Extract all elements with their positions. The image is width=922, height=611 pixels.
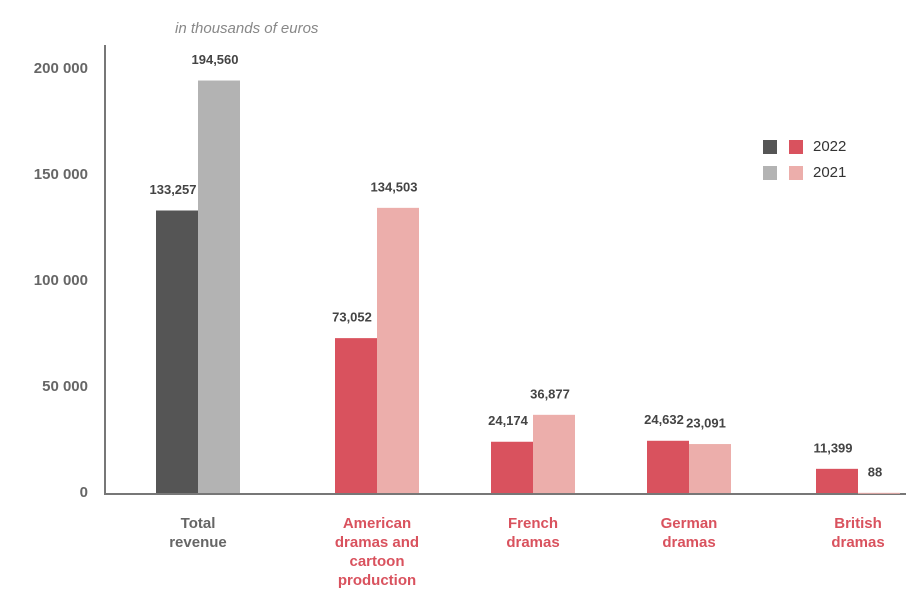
bar xyxy=(533,414,575,493)
y-tick-label: 100 000 xyxy=(34,272,88,289)
bar xyxy=(335,338,377,493)
legend-swatch xyxy=(763,166,777,180)
value-label: 24,174 xyxy=(488,413,529,428)
legend-swatch xyxy=(789,140,803,154)
y-tick-label: 0 xyxy=(80,484,88,501)
x-tick-label: Total revenue xyxy=(169,515,227,551)
legend-swatch xyxy=(763,140,777,154)
legend-label: 2022 xyxy=(813,138,846,155)
bar xyxy=(689,444,731,493)
bar xyxy=(491,441,533,493)
x-tick-label: French dramas xyxy=(506,515,560,551)
legend-swatch xyxy=(789,166,803,180)
bar xyxy=(816,468,858,493)
bar xyxy=(858,492,900,494)
bar xyxy=(647,440,689,493)
value-label: 134,503 xyxy=(371,179,418,194)
x-tick-label: German dramas xyxy=(660,515,718,551)
value-label: 73,052 xyxy=(332,310,372,325)
x-tick-label: British dramas xyxy=(831,515,885,551)
bar xyxy=(198,80,240,493)
value-label: 133,257 xyxy=(150,182,197,197)
y-tick-label: 150 000 xyxy=(34,166,88,183)
bar xyxy=(377,207,419,493)
value-label: 194,560 xyxy=(192,52,239,67)
y-tick-label: 200 000 xyxy=(34,60,88,77)
value-label: 88 xyxy=(868,464,882,479)
value-label: 23,091 xyxy=(686,415,726,430)
legend-label: 2021 xyxy=(813,164,846,181)
subtitle: in thousands of euros xyxy=(175,20,319,37)
x-tick-label: American dramas and cartoon production xyxy=(334,515,420,589)
bar xyxy=(156,210,198,493)
value-label: 36,877 xyxy=(530,386,570,401)
y-tick-label: 50 000 xyxy=(42,378,88,395)
value-label: 11,399 xyxy=(813,440,852,455)
value-label: 24,632 xyxy=(644,412,684,427)
